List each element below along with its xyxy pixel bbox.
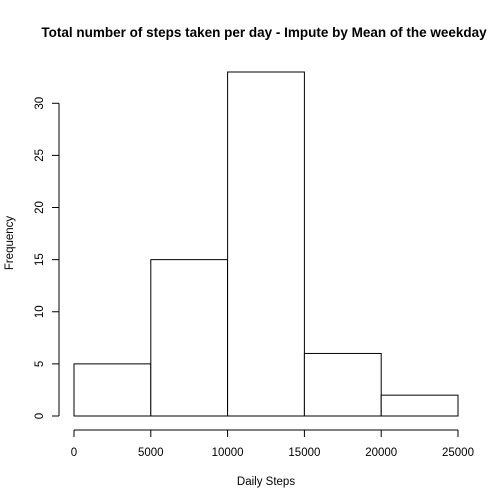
histogram-bar	[150, 259, 229, 417]
y-tick-label: 30	[34, 97, 46, 110]
y-axis: 0 5 10 15 20 25 30	[34, 97, 60, 419]
y-tick-label: 20	[34, 201, 46, 214]
histogram-bar	[380, 394, 459, 417]
y-tick-label: 5	[34, 361, 46, 367]
y-axis-label: Frequency	[4, 216, 16, 271]
x-tick-label: 25000	[442, 447, 474, 459]
y-tick-label: 25	[34, 149, 46, 162]
histogram-bar	[73, 363, 152, 417]
x-axis: 0 5000 10000 15000 20000 25000	[71, 429, 474, 459]
y-tick-label: 15	[34, 253, 46, 266]
x-tick-label: 20000	[365, 447, 397, 459]
histogram-bar	[227, 71, 305, 417]
x-tick-label: 0	[71, 447, 77, 459]
x-axis-label: Daily Steps	[237, 476, 295, 488]
x-tick-label: 15000	[288, 447, 320, 459]
x-tick-label: 5000	[138, 447, 164, 459]
chart-title: Total number of steps taken per day - Im…	[41, 25, 487, 40]
y-tick-label: 10	[34, 305, 46, 318]
x-tick-label: 10000	[212, 447, 244, 459]
y-tick-label: 0	[34, 413, 46, 419]
histogram-bar	[303, 352, 382, 417]
bars-group	[73, 71, 459, 417]
